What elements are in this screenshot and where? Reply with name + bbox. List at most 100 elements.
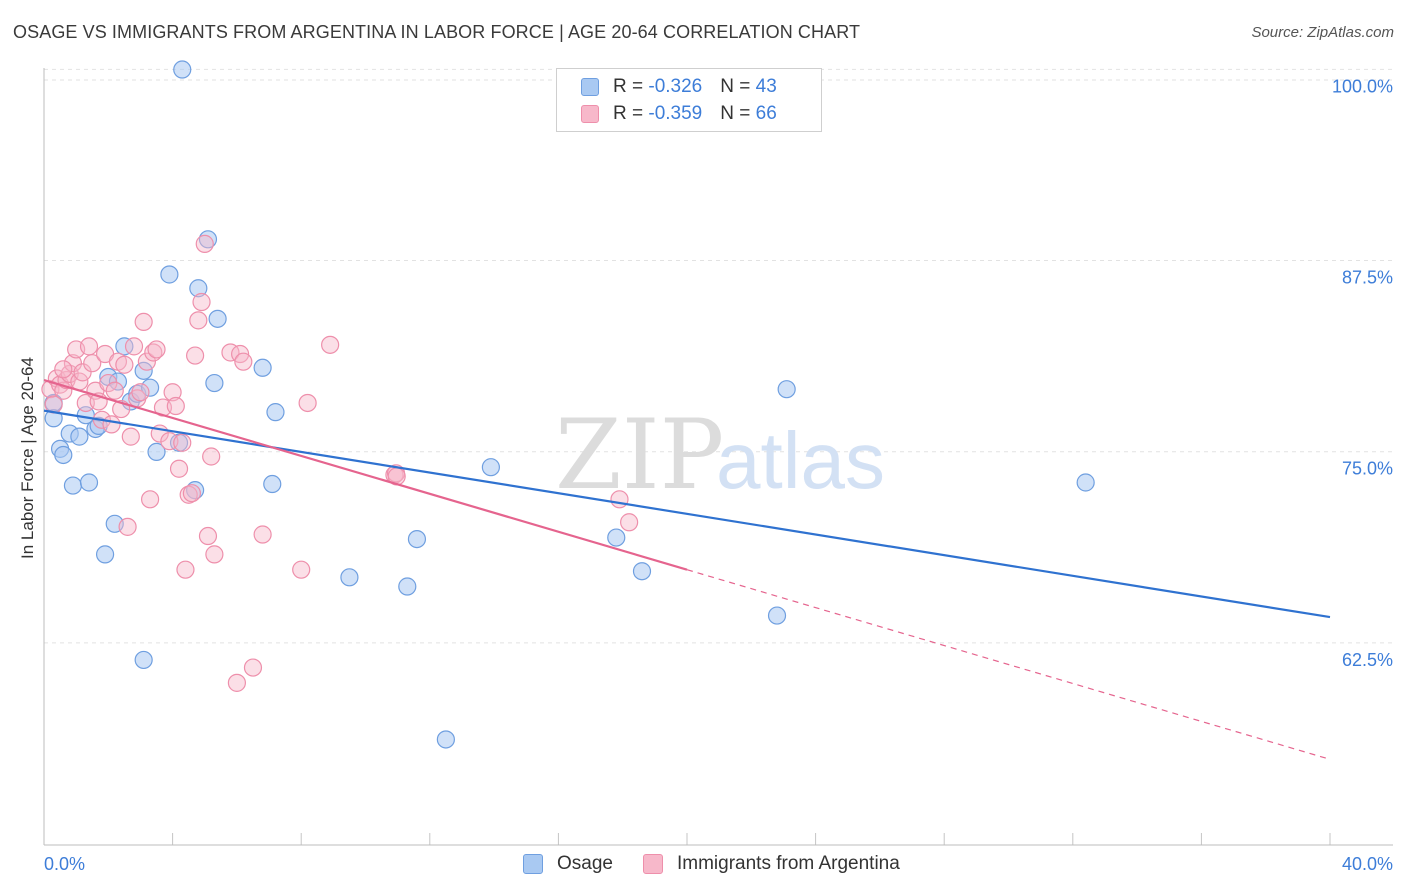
- osage-point: [436, 730, 455, 749]
- osage-point: [79, 473, 99, 492]
- argentina-legend-swatch: [643, 854, 663, 874]
- y-tick-labels: 100.0% 87.5% 75.0% 62.5%: [1332, 76, 1393, 670]
- osage-point: [481, 458, 500, 477]
- r-label: R =: [613, 76, 649, 97]
- osage-point: [266, 403, 285, 422]
- osage-points: [44, 60, 1095, 749]
- argentina-point: [147, 340, 166, 359]
- argentina-point: [118, 517, 137, 536]
- argentina-point: [166, 396, 185, 416]
- legend-row-osage: R = -0.326 N = 43: [581, 75, 777, 99]
- legend-item-argentina: Immigrants from Argentina: [643, 852, 900, 876]
- osage-point: [63, 476, 83, 495]
- argentina-point: [176, 560, 195, 579]
- argentina-point: [134, 312, 153, 332]
- legend-row-argentina: R = -0.359 N = 66: [581, 102, 777, 126]
- osage-trend-line: [43, 409, 1331, 619]
- argentina-point: [186, 346, 205, 365]
- osage-point: [777, 380, 796, 399]
- osage-legend-swatch: [523, 854, 543, 874]
- argentina-point: [182, 484, 201, 503]
- argentina-point: [124, 337, 144, 356]
- correlation-legend: R = -0.326 N = 43 R = -0.359 N = 66: [556, 68, 822, 132]
- argentina-point: [140, 490, 160, 509]
- y-tick-label: 87.5%: [1342, 268, 1393, 288]
- osage-point: [186, 481, 205, 500]
- argentina-trend-line: [43, 378, 688, 571]
- r-value: -0.359: [648, 103, 703, 124]
- r-label: R =: [613, 103, 649, 124]
- argentina-point: [292, 560, 311, 579]
- osage-swatch: [581, 78, 599, 96]
- n-value: 43: [755, 76, 777, 97]
- x-tick-label: 40.0%: [1342, 854, 1393, 874]
- argentina-point: [321, 335, 340, 354]
- osage-point: [767, 606, 787, 625]
- argentina-point: [121, 427, 140, 446]
- argentina-point: [198, 526, 218, 546]
- argentina-point: [620, 513, 639, 532]
- osage-point: [263, 474, 282, 494]
- osage-point: [140, 378, 160, 397]
- argentina-point: [79, 337, 99, 356]
- argentina-point: [144, 343, 163, 362]
- argentina-point: [253, 525, 272, 544]
- osage-point: [44, 409, 63, 428]
- n-label: N =: [720, 103, 756, 124]
- chart-title: OSAGE VS IMMIGRANTS FROM ARGENTINA IN LA…: [13, 22, 861, 42]
- n-value: 66: [755, 103, 777, 124]
- osage-legend-label: Osage: [557, 853, 613, 874]
- argentina-point: [195, 234, 214, 253]
- osage-point: [407, 529, 427, 549]
- argentina-point: [173, 433, 192, 452]
- argentina-point: [243, 658, 263, 677]
- osage-point: [607, 528, 626, 547]
- watermark: ZIP atlas: [555, 399, 885, 511]
- argentina-point: [298, 393, 317, 413]
- axes: [43, 68, 1393, 846]
- watermark-atlas: atlas: [716, 416, 885, 505]
- osage-point: [70, 427, 89, 446]
- osage-point: [205, 373, 224, 393]
- argentina-point: [73, 363, 92, 382]
- argentina-swatch: [581, 105, 599, 123]
- osage-point: [115, 337, 134, 356]
- r-value: -0.326: [648, 76, 703, 97]
- argentina-point: [83, 354, 102, 373]
- argentina-point: [202, 447, 221, 466]
- osage-point: [147, 442, 166, 462]
- osage-point: [253, 358, 272, 377]
- y-tick-label: 75.0%: [1342, 459, 1393, 479]
- argentina-point: [131, 383, 150, 402]
- y-tick-label: 62.5%: [1342, 650, 1393, 670]
- argentina-point: [163, 383, 182, 402]
- osage-point: [632, 562, 652, 581]
- argentina-point: [610, 490, 629, 509]
- argentina-point: [137, 352, 156, 371]
- trend-lines: [43, 378, 1331, 760]
- n-label: N =: [720, 76, 756, 97]
- y-tick-label: 100.0%: [1332, 76, 1393, 96]
- argentina-point: [169, 459, 189, 478]
- osage-point: [398, 577, 417, 596]
- legend-item-osage: Osage: [523, 852, 613, 876]
- argentina-point: [115, 355, 134, 374]
- argentina-trend-extension: [686, 569, 1331, 760]
- osage-point: [208, 309, 227, 328]
- osage-point: [95, 545, 115, 564]
- argentina-point: [227, 673, 246, 692]
- osage-point: [340, 568, 359, 587]
- argentina-point: [189, 311, 208, 330]
- osage-point: [173, 60, 192, 79]
- argentina-point: [102, 415, 121, 434]
- source-label: Source: ZipAtlas.com: [1251, 24, 1394, 41]
- argentina-point: [54, 360, 73, 379]
- osage-point: [189, 279, 208, 298]
- x-tick-labels: 0.0% 40.0%: [44, 854, 1393, 874]
- osage-point: [160, 265, 179, 284]
- argentina-point: [205, 545, 224, 564]
- argentina-point: [192, 292, 211, 312]
- x-tick-label: 0.0%: [44, 854, 85, 874]
- argentina-point: [63, 354, 83, 373]
